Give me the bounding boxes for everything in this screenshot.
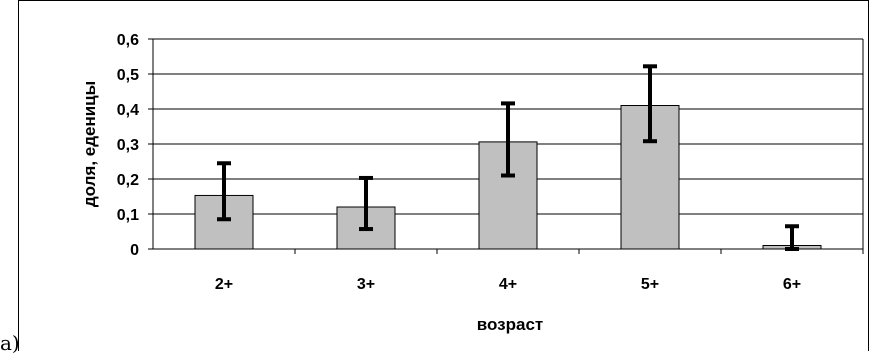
x-tick-labels: 2+ 3+ 4+ 5+ 6+ xyxy=(215,276,801,293)
chart-frame xyxy=(18,0,869,351)
y-tick-label: 0 xyxy=(130,242,139,259)
y-tick-label: 0,6 xyxy=(117,32,139,49)
x-tick-label: 4+ xyxy=(499,276,517,293)
y-tick-label: 0,1 xyxy=(117,207,139,224)
error-bars xyxy=(217,64,799,251)
y-tick-label: 0,5 xyxy=(117,67,139,84)
panel-label: а) xyxy=(0,331,20,355)
x-tick-label: 3+ xyxy=(357,276,375,293)
y-tick-labels: 0 0,1 0,2 0,3 0,4 0,5 0,6 xyxy=(117,32,139,259)
axes xyxy=(148,38,864,254)
x-tick-label: 6+ xyxy=(783,276,801,293)
y-axis-label: доля, еденицы xyxy=(80,81,99,207)
x-axis-label: возраст xyxy=(477,315,543,334)
y-tick-label: 0,2 xyxy=(117,172,139,189)
x-tick-label: 2+ xyxy=(215,276,233,293)
y-tick-label: 0,3 xyxy=(117,137,139,154)
y-tick-label: 0,4 xyxy=(117,102,139,119)
x-tick-label: 5+ xyxy=(641,276,659,293)
